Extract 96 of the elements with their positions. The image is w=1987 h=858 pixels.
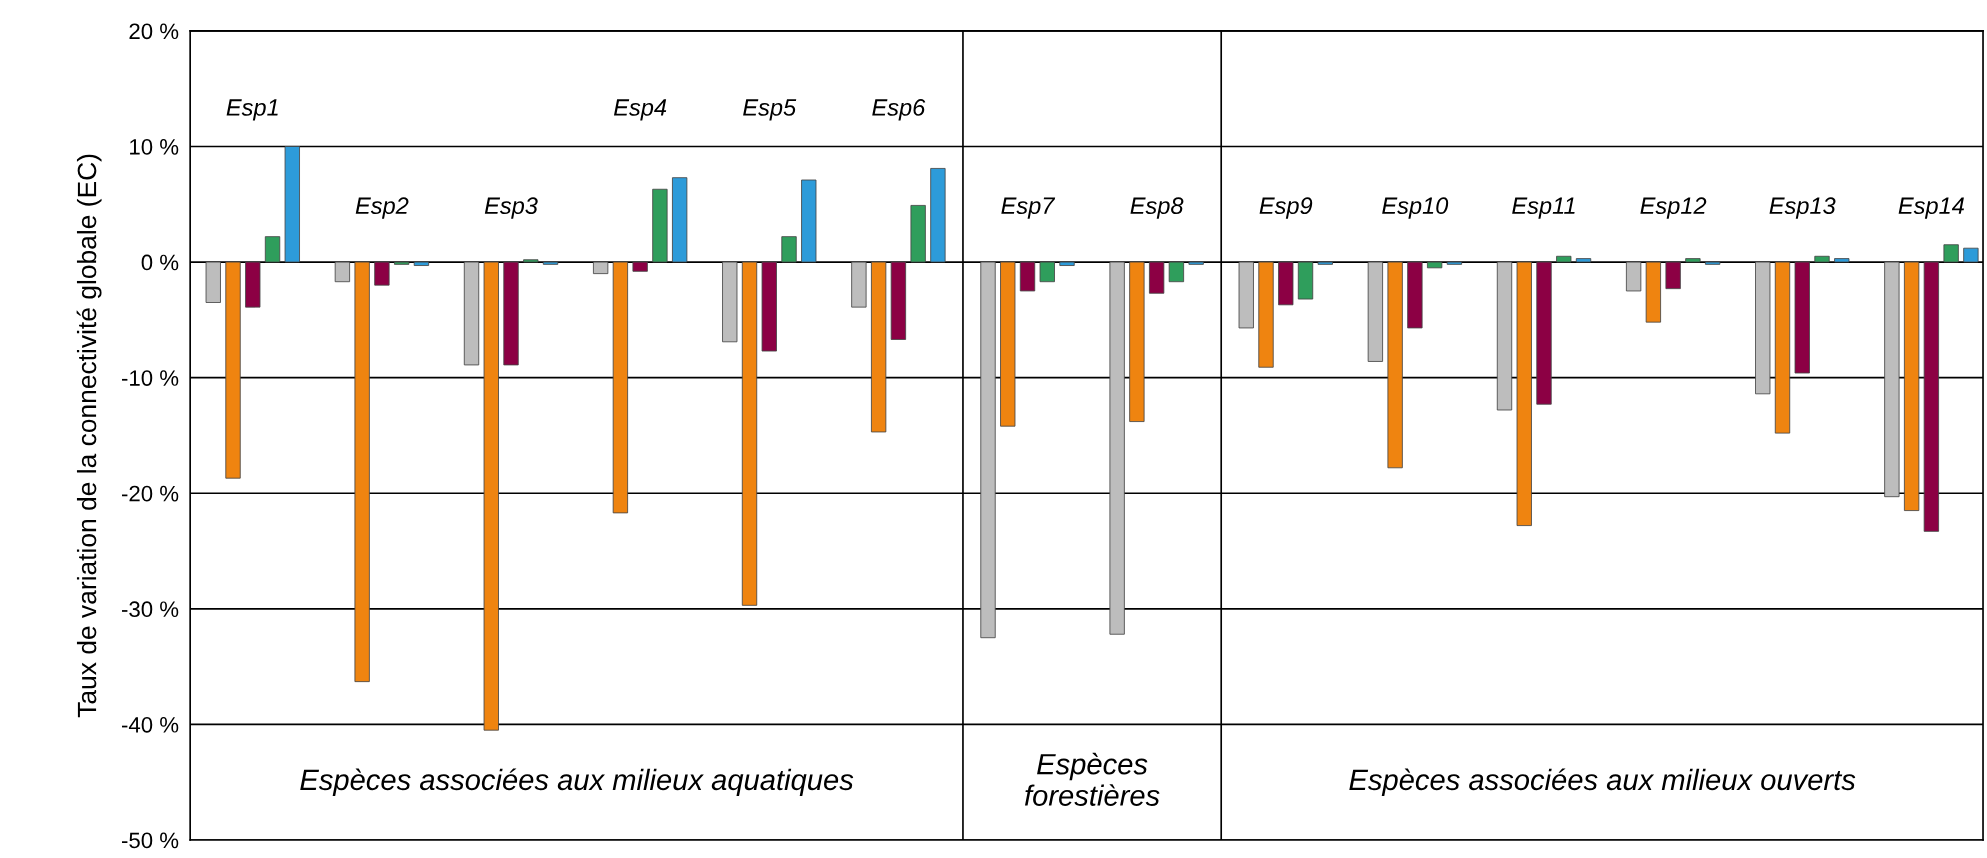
bar	[722, 261, 738, 343]
annotation: Espèces associées aux milieux ouverts	[1349, 768, 1856, 796]
bar	[394, 261, 410, 265]
bar	[225, 261, 241, 479]
bar	[523, 259, 539, 263]
bar	[1387, 261, 1403, 469]
y-tick-label: -20 %	[121, 485, 179, 502]
bar	[1794, 261, 1810, 374]
bar	[354, 261, 370, 683]
x-tick-label: Esp13	[1769, 197, 1836, 219]
bar	[1019, 261, 1036, 292]
bar	[413, 261, 430, 266]
bar	[1903, 261, 1920, 511]
y-tick-label: 20 %	[129, 23, 179, 40]
bar	[1923, 261, 1940, 532]
x-tick-label: Esp3	[484, 197, 538, 219]
bar	[1884, 261, 1900, 498]
bar	[334, 261, 351, 283]
bar	[980, 261, 996, 639]
x-tick-label: Esp14	[1898, 197, 1964, 219]
bar	[1834, 258, 1850, 263]
bar	[1278, 261, 1294, 306]
y-tick-label: 10 %	[130, 139, 179, 155]
bar	[1685, 258, 1701, 263]
bar	[1536, 261, 1552, 405]
bar	[592, 261, 609, 275]
bar	[652, 188, 668, 263]
y-tick-label: -50 %	[121, 832, 179, 849]
bar	[1148, 261, 1165, 294]
bar	[1258, 261, 1274, 368]
bar	[374, 261, 390, 286]
x-tick-label: Esp5	[743, 99, 797, 121]
x-tick-label: Esp9	[1259, 197, 1313, 219]
bar	[503, 261, 519, 366]
x-tick-label: Esp2	[355, 197, 409, 219]
bar	[1297, 261, 1314, 300]
bar	[284, 146, 300, 263]
bar	[890, 261, 907, 340]
bar	[672, 177, 688, 263]
bar	[1168, 261, 1185, 283]
bar	[1963, 247, 1979, 263]
bar	[1704, 261, 1721, 265]
annotation: Espèces associées aux milieux aquatiques	[300, 768, 854, 796]
bar	[741, 261, 758, 606]
bar	[1625, 261, 1642, 292]
bar	[1367, 261, 1384, 362]
bar	[463, 261, 480, 366]
x-tick-label: Esp1	[226, 99, 278, 121]
bar	[1556, 255, 1572, 263]
bar	[1446, 261, 1463, 265]
bar	[1755, 261, 1771, 395]
bar	[801, 179, 817, 263]
bar	[264, 236, 281, 263]
x-tick-label: Esp11	[1512, 197, 1575, 219]
y-tick-label: -40 %	[121, 716, 179, 733]
bar	[1575, 258, 1592, 263]
bar	[851, 261, 867, 308]
y-tick-label: -30 %	[121, 601, 179, 618]
x-tick-label: Esp8	[1130, 197, 1184, 219]
bar	[1774, 261, 1791, 434]
x-tick-label: Esp4	[613, 99, 667, 121]
y-tick-label: -10 %	[121, 370, 179, 386]
bar	[1516, 261, 1532, 527]
x-tick-label: Esp6	[872, 99, 926, 121]
bar	[632, 261, 648, 272]
y-tick-label: 0 %	[141, 254, 179, 271]
bar	[542, 261, 559, 265]
x-tick-label: Esp12	[1640, 197, 1707, 219]
bar	[1109, 261, 1125, 635]
bar	[1129, 261, 1145, 422]
y-axis-title: Taux de variation de la connectivité globale (EC)	[76, 154, 102, 718]
bar	[1645, 261, 1662, 323]
bar	[1317, 261, 1333, 265]
bar	[781, 236, 797, 263]
bar	[1943, 244, 1959, 263]
bar	[483, 261, 499, 731]
bar	[910, 205, 926, 263]
bar	[1000, 261, 1016, 427]
bar	[761, 261, 777, 352]
x-tick-label: Esp7	[1001, 197, 1056, 219]
bar	[205, 261, 221, 303]
bar	[1039, 261, 1055, 283]
bar	[1407, 261, 1423, 329]
bar	[1059, 261, 1075, 266]
bar	[1496, 261, 1513, 411]
bar	[1665, 261, 1681, 290]
annotation: Espèces forestières	[1024, 752, 1160, 806]
bar	[1426, 261, 1443, 269]
bar	[930, 168, 946, 263]
bar	[870, 261, 887, 433]
x-tick-label: Esp10	[1382, 197, 1449, 219]
bar	[1238, 261, 1254, 329]
bar	[612, 261, 629, 514]
bar	[1814, 255, 1830, 263]
bar	[1188, 261, 1204, 265]
bar	[245, 261, 261, 308]
